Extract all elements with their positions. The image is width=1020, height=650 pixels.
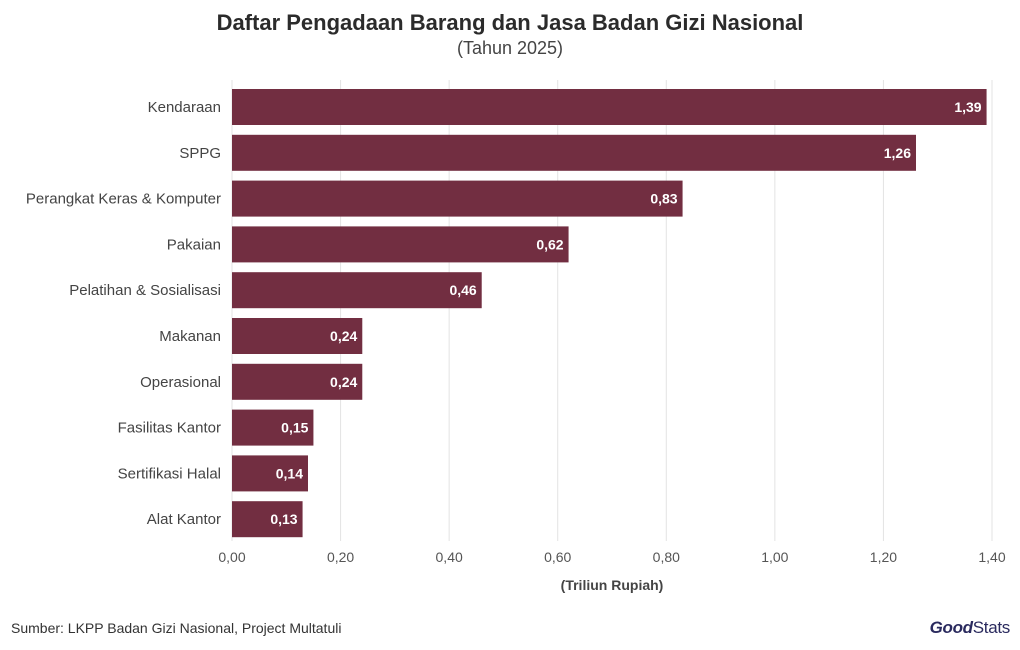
bar <box>232 272 482 309</box>
bar <box>232 89 987 125</box>
category-label: Kendaraan <box>148 99 221 116</box>
x-tick-label: 0,00 <box>218 549 245 565</box>
bar-value-label: 0,15 <box>281 420 308 436</box>
bar-value-label: 0,13 <box>270 511 297 527</box>
category-label: Perangkat Keras & Komputer <box>26 191 221 208</box>
bar <box>232 134 916 171</box>
chart-title: Daftar Pengadaan Barang dan Jasa Badan G… <box>216 10 804 35</box>
bar-value-label: 0,83 <box>650 191 677 207</box>
bar <box>232 363 363 400</box>
bar-value-label: 0,62 <box>536 236 563 252</box>
bar <box>232 226 569 263</box>
x-tick-label: 0,20 <box>327 549 354 565</box>
brand-stats: Stats <box>972 618 1011 637</box>
x-tick-label: 0,40 <box>436 549 463 565</box>
bars: 1,39 1,26 0,83 0,62 0,46 0,24 0,24 0,15 0,14 0,13 <box>232 89 987 538</box>
category-label: Pakaian <box>167 236 221 253</box>
category-label: Fasilitas Kantor <box>118 420 221 437</box>
bar <box>232 501 303 538</box>
bar <box>232 318 363 354</box>
bar <box>232 180 683 217</box>
bar <box>232 455 308 492</box>
x-tick-label: 1,40 <box>978 549 1005 565</box>
x-tick-label: 1,20 <box>870 549 897 565</box>
category-label: Makanan <box>159 328 221 345</box>
bar-chart: 1,39 1,26 0,83 0,62 0,46 0,24 0,24 0,15 0,14 0,13… <box>26 80 1006 565</box>
bar <box>232 409 314 446</box>
category-label: Sertifikasi Halal <box>118 465 221 482</box>
x-tick-labels: 0,00 0,20 0,40 0,60 0,80 1,00 1,20 1,40 <box>218 549 1005 565</box>
chart-subtitle: (Tahun 2025) <box>456 38 564 58</box>
brand-good: Good <box>929 618 973 637</box>
category-labels: Kendaraan SPPG Perangkat Keras & Komputer P… <box>26 99 221 528</box>
x-tick-label: 0,80 <box>653 549 680 565</box>
x-tick-label: 1,00 <box>761 549 788 565</box>
category-label: SPPG <box>179 145 221 162</box>
x-tick-label: 0,60 <box>544 549 571 565</box>
source-note: Sumber: LKPP Badan Gizi Nasional, Projec… <box>11 620 342 636</box>
goodstats-logo: GoodStats <box>929 618 1011 638</box>
bar-value-label: 0,24 <box>330 328 357 344</box>
bar-value-label: 0,24 <box>330 374 357 390</box>
category-label: Operasional <box>140 374 221 391</box>
bar-value-label: 0,46 <box>449 282 476 298</box>
bar-value-label: 1,39 <box>954 99 981 115</box>
bar-value-label: 1,26 <box>884 145 911 161</box>
category-label: Pelatihan & Sosialisasi <box>69 282 221 299</box>
category-label: Alat Kantor <box>147 511 221 528</box>
x-axis-label: (Triliun Rupiah) <box>560 577 664 593</box>
bar-value-label: 0,14 <box>276 465 303 481</box>
